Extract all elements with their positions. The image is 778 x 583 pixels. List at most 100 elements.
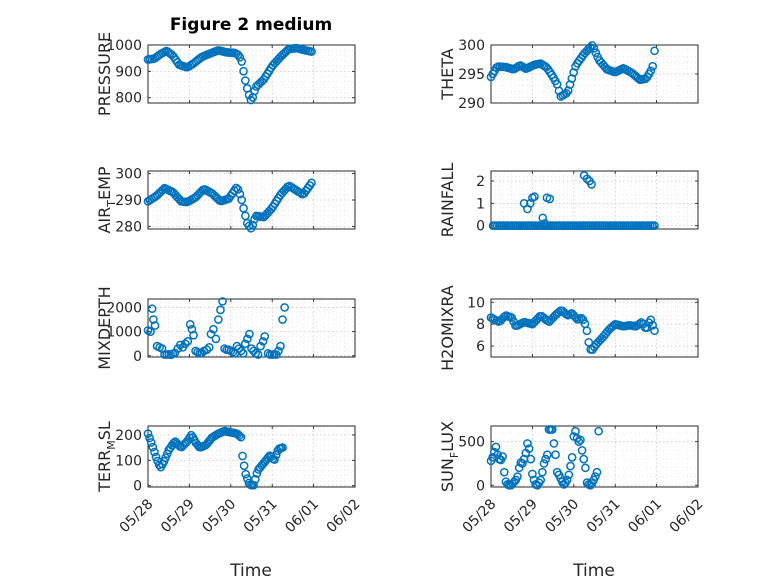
panel-terr-msl: 0 100 200 05/28 05/29 05/30 05/31 06/01 06/02 TER… (95, 421, 363, 536)
data-point (238, 349, 248, 358)
data-point (590, 472, 600, 481)
x-axis-label-left: Time (229, 561, 272, 581)
data-point (274, 346, 283, 356)
data-point (585, 42, 595, 52)
x-tick-label: 05/31 (241, 496, 281, 536)
x-tick-label: 06/02 (324, 496, 364, 536)
panel-h2omixra: 6 8 10 H2OMIXRA (438, 285, 699, 371)
data-point (218, 297, 227, 306)
data-point (204, 342, 214, 352)
data-point (148, 442, 158, 452)
y-axis-label: MIXDEPTH (95, 286, 114, 369)
data-point (239, 461, 249, 471)
data-point (566, 461, 575, 471)
y-axis-label: TERRMSL (95, 421, 118, 493)
data-point (233, 185, 243, 194)
y-label-part: TERR (95, 450, 114, 493)
y-tick-label: 0 (133, 479, 142, 495)
data-point (211, 334, 221, 344)
data-point (145, 433, 154, 443)
data-point (307, 178, 316, 188)
axes-border (147, 298, 356, 358)
data-point (650, 326, 659, 336)
data-point (241, 469, 251, 479)
data-point (540, 219, 550, 228)
x-tick-label: 05/28 (460, 496, 500, 536)
y-axis-label: THETA (438, 48, 457, 100)
y-tick-label: 900 (115, 64, 142, 80)
data-point (237, 195, 247, 205)
x-tick-label: 06/01 (282, 496, 322, 536)
data-point (150, 321, 160, 330)
y-tick-label: 0 (133, 349, 142, 365)
data-point (250, 86, 259, 96)
data-point (581, 463, 590, 473)
data-point (530, 192, 539, 202)
data-point (248, 220, 258, 230)
data-point (180, 339, 190, 349)
data-point (175, 340, 185, 350)
data-point (250, 474, 260, 484)
data-point (491, 442, 501, 452)
data-point (278, 315, 287, 324)
y-tick-label: 2 (476, 174, 485, 190)
x-tick-label: 06/02 (667, 496, 707, 536)
x-tick-label: 05/29 (501, 496, 541, 536)
data-point (307, 47, 316, 56)
x-tick-label: 06/01 (625, 496, 665, 536)
data-point (525, 198, 535, 208)
data-point (650, 221, 659, 231)
data-point (551, 450, 560, 460)
data-point (518, 459, 527, 468)
y-axis-label: H2OMIXRA (438, 285, 457, 371)
y-tick-label: 100 (115, 453, 142, 469)
figure-title: Figure 2 medium (170, 15, 332, 35)
y-tick-label: 300 (115, 167, 142, 183)
data-point (150, 447, 159, 457)
data-point (582, 326, 592, 336)
data-point (147, 304, 157, 314)
y-tick-label: 295 (458, 67, 485, 83)
y-tick-label: 0 (476, 478, 485, 494)
data-point (202, 345, 212, 355)
data-point (538, 213, 548, 223)
data-point (253, 350, 263, 359)
data-point (278, 443, 287, 452)
data-point (143, 429, 153, 438)
data-point (231, 183, 241, 193)
data-point (244, 221, 254, 231)
data-point (271, 450, 281, 460)
data-point (648, 320, 658, 330)
data-point (149, 315, 158, 324)
data-point (241, 76, 250, 85)
data-point (564, 470, 574, 480)
data-point (547, 425, 557, 434)
x-tick-label: 05/31 (584, 496, 624, 536)
data-point (236, 346, 246, 356)
data-point (542, 450, 552, 460)
y-tick-label: 800 (115, 91, 142, 107)
y-tick-label: 8 (476, 317, 485, 333)
data-point (236, 432, 246, 442)
data-point (256, 341, 265, 351)
data-point (206, 329, 216, 339)
data-point (239, 203, 248, 213)
y-tick-label: 300 (458, 38, 485, 54)
y-tick-label: 290 (115, 193, 142, 209)
data-point (146, 438, 156, 447)
data-point (526, 454, 536, 464)
data-point (238, 451, 247, 461)
y-label-part: EMP (95, 166, 114, 200)
data-point (189, 330, 198, 340)
data-point (524, 444, 534, 454)
y-label-part: SUN (438, 458, 457, 492)
data-point (185, 320, 195, 329)
data-point (146, 327, 155, 336)
data-point (234, 431, 244, 441)
data-point (582, 174, 592, 184)
